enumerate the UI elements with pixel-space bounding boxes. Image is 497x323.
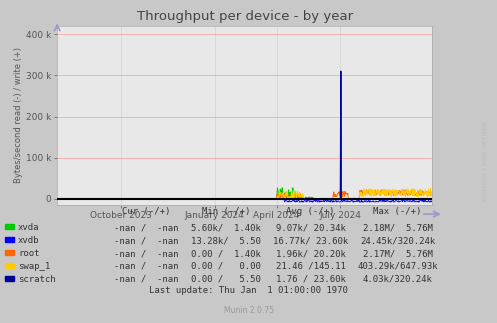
Text: 24.45k/320.24k: 24.45k/320.24k xyxy=(360,236,435,245)
Text: RRDTOOL / TOBI OETIKER: RRDTOOL / TOBI OETIKER xyxy=(482,121,487,202)
Text: root: root xyxy=(18,249,39,258)
Text: -nan /  -nan: -nan / -nan xyxy=(114,275,179,284)
Text: 0.00 /   5.50: 0.00 / 5.50 xyxy=(191,275,261,284)
Text: scratch: scratch xyxy=(18,275,56,284)
Text: 403.29k/647.93k: 403.29k/647.93k xyxy=(357,262,438,271)
Text: Cur (-/+): Cur (-/+) xyxy=(122,207,171,216)
Text: 1.76 / 23.60k: 1.76 / 23.60k xyxy=(276,275,345,284)
Text: Max (-/+): Max (-/+) xyxy=(373,207,422,216)
Text: -nan /  -nan: -nan / -nan xyxy=(114,236,179,245)
Text: xvdb: xvdb xyxy=(18,236,39,245)
Text: Last update: Thu Jan  1 01:00:00 1970: Last update: Thu Jan 1 01:00:00 1970 xyxy=(149,286,348,295)
Text: Munin 2.0.75: Munin 2.0.75 xyxy=(224,306,273,315)
Text: swap_1: swap_1 xyxy=(18,262,50,271)
Text: Min (-/+): Min (-/+) xyxy=(202,207,250,216)
Text: 16.77k/ 23.60k: 16.77k/ 23.60k xyxy=(273,236,348,245)
Text: 4.03k/320.24k: 4.03k/320.24k xyxy=(363,275,432,284)
Text: 13.28k/  5.50: 13.28k/ 5.50 xyxy=(191,236,261,245)
Text: 0.00 /  1.40k: 0.00 / 1.40k xyxy=(191,249,261,258)
Text: 1.96k/ 20.20k: 1.96k/ 20.20k xyxy=(276,249,345,258)
Text: -nan /  -nan: -nan / -nan xyxy=(114,249,179,258)
Title: Throughput per device - by year: Throughput per device - by year xyxy=(137,10,353,23)
Text: 0.00 /   0.00: 0.00 / 0.00 xyxy=(191,262,261,271)
Text: -nan /  -nan: -nan / -nan xyxy=(114,223,179,232)
Text: 9.07k/ 20.34k: 9.07k/ 20.34k xyxy=(276,223,345,232)
Text: -nan /  -nan: -nan / -nan xyxy=(114,262,179,271)
Text: xvda: xvda xyxy=(18,223,39,232)
Y-axis label: Bytes/second read (-) / write (+): Bytes/second read (-) / write (+) xyxy=(14,47,23,183)
Text: 2.18M/  5.76M: 2.18M/ 5.76M xyxy=(363,223,432,232)
Text: 2.17M/  5.76M: 2.17M/ 5.76M xyxy=(363,249,432,258)
Text: 5.60k/  1.40k: 5.60k/ 1.40k xyxy=(191,223,261,232)
Text: Avg (-/+): Avg (-/+) xyxy=(286,207,335,216)
Text: 21.46 /145.11: 21.46 /145.11 xyxy=(276,262,345,271)
